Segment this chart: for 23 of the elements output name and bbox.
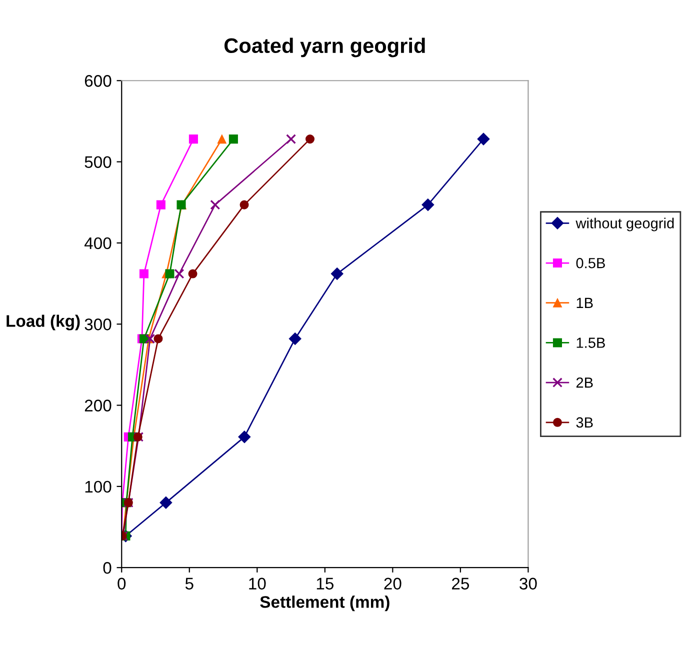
x-axis-title: Settlement (mm)	[260, 596, 390, 612]
x-tick-label: 15	[316, 578, 334, 590]
y-tick-label: 200	[84, 400, 112, 412]
chart-title: Coated yarn geogrid	[224, 38, 425, 58]
y-tick-label: 500	[84, 156, 112, 168]
legend-label: 3B	[576, 417, 593, 428]
y-tick-label: 100	[85, 480, 112, 493]
y-tick-label: 400	[84, 237, 112, 250]
legend-label: without geogrid	[576, 218, 674, 232]
x-tick-label: 30	[520, 578, 537, 590]
y-axis-title: Load (kg)	[6, 314, 80, 330]
x-tick-label: 20	[384, 578, 402, 590]
legend-label: 1B	[576, 298, 593, 308]
x-tick-label: 10	[249, 578, 266, 590]
legend-label: 0.5B	[576, 258, 605, 268]
legend-label: 1.5B	[576, 338, 605, 348]
y-tick-label: 0	[103, 562, 112, 574]
x-tick-label: 0	[118, 578, 126, 590]
x-tick-label: 5	[185, 578, 194, 590]
y-tick-label: 300	[84, 318, 112, 330]
x-tick-label: 25	[452, 578, 470, 590]
y-tick-label: 600	[84, 75, 112, 87]
legend-label: 2B	[576, 377, 593, 388]
